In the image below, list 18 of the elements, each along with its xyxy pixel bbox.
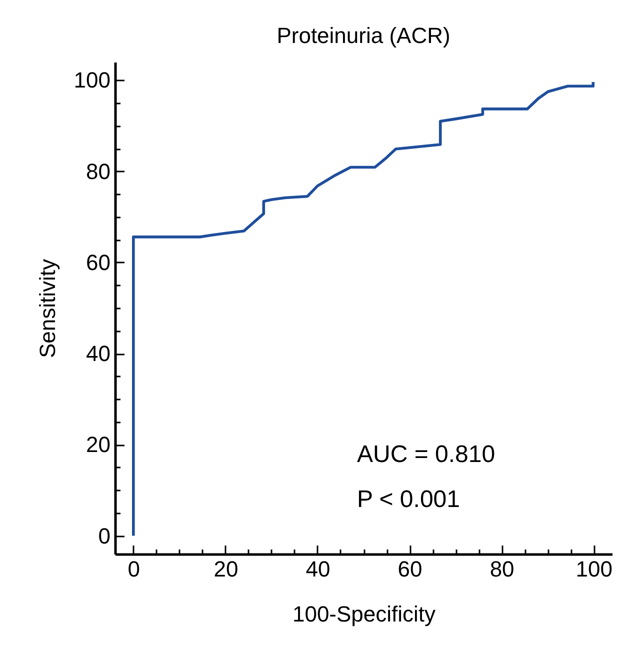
x-tick-label: 0 — [128, 556, 140, 582]
y-tick-label: 60 — [86, 250, 110, 275]
y-axis-title: Sensitivity — [34, 258, 60, 358]
annotation: P < 0.001 — [357, 486, 460, 513]
x-axis-title: 100-Specificity — [292, 602, 436, 626]
x-tick-label: 40 — [306, 556, 330, 582]
chart-title: Proteinuria (ACR) — [276, 23, 450, 48]
line-series — [132, 80, 595, 538]
y-tick-label: 80 — [86, 158, 110, 184]
x-tick-label: 20 — [214, 556, 238, 582]
y-tick-label: 40 — [86, 341, 110, 366]
y-tick-label: 100 — [74, 68, 110, 93]
y-tick-label: 20 — [86, 432, 110, 458]
x-tick-label: 80 — [490, 556, 514, 582]
x-tick-label: 100 — [576, 556, 612, 582]
annotation: AUC = 0.810 — [357, 441, 496, 468]
y-tick-label: 0 — [98, 523, 110, 548]
x-tick-label: 60 — [398, 556, 422, 582]
